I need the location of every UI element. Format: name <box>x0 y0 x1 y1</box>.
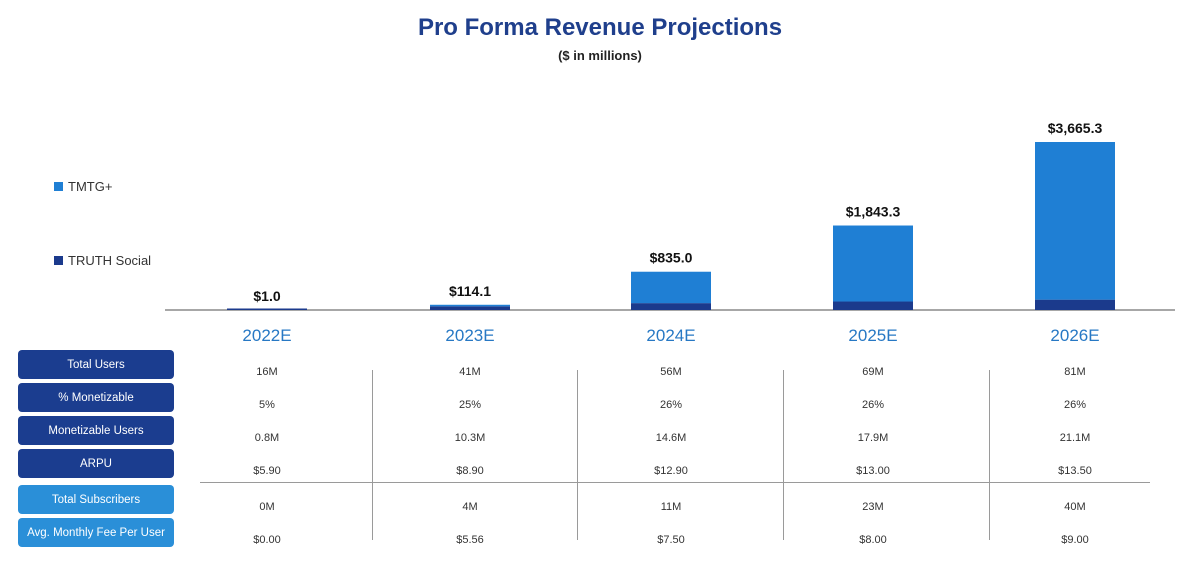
legend-swatch-truth-social <box>54 256 63 265</box>
chart-title: Pro Forma Revenue Projections <box>417 14 783 41</box>
table-cell: 25% <box>458 399 482 411</box>
total-label-2024e: $835.0 <box>650 250 693 266</box>
row-label-avg-monthly-fee-per-user: Avg. Monthly Fee Per User <box>18 518 174 547</box>
table-cell: 40M <box>1064 501 1086 513</box>
table-cell: 16M <box>256 366 278 378</box>
table-cell: 11M <box>660 501 682 513</box>
table-cell: $12.90 <box>654 465 688 477</box>
table-cell: 26% <box>1063 399 1087 411</box>
category-label-2026e: 2026E <box>1050 326 1099 345</box>
table-cell: $7.50 <box>657 534 685 546</box>
table-cell: $13.50 <box>1058 465 1092 477</box>
table-cell: $8.90 <box>456 465 484 477</box>
section-divider <box>200 482 1150 483</box>
table-cell: $13.00 <box>856 465 890 477</box>
table-cell: 26% <box>659 399 683 411</box>
table-cell: 0M <box>259 501 275 513</box>
table-cell: 0.8M <box>254 432 280 444</box>
table-cell: 81M <box>1064 366 1086 378</box>
table-cell: 21.1M <box>1059 432 1091 444</box>
table-cell: 56M <box>660 366 682 378</box>
table-cell: $5.56 <box>456 534 484 546</box>
total-label-2022e: $1.0 <box>253 288 280 304</box>
table-cell: 17.9M <box>857 432 889 444</box>
chart-subtitle: ($ in millions) <box>558 48 642 63</box>
table-cell: $8.00 <box>859 534 887 546</box>
column-divider <box>783 370 784 540</box>
bar-tmtg--2024e <box>631 271 711 304</box>
table-cell: $0.00 <box>253 534 281 546</box>
category-label-2022e: 2022E <box>242 326 291 345</box>
total-label-2026e: $3,665.3 <box>1048 120 1103 136</box>
legend-label-tmtg-plus: TMTG+ <box>68 179 113 194</box>
bar-tmtg--2023e <box>430 304 510 307</box>
bar-tmtg--2025e <box>833 225 913 302</box>
total-label-2025e: $1,843.3 <box>846 204 901 220</box>
table-cell: 14.6M <box>655 432 687 444</box>
bar-truth-social-2026e <box>1035 299 1115 310</box>
table-cell: 4M <box>462 501 478 513</box>
total-label-2023e: $114.1 <box>449 283 491 299</box>
category-label-2025e: 2025E <box>848 326 897 345</box>
table-cell: $9.00 <box>1061 534 1089 546</box>
row-label-monetizable-users: Monetizable Users <box>18 416 174 445</box>
column-divider <box>372 370 373 540</box>
bar-truth-social-2022e <box>227 308 307 310</box>
table-cell: $5.90 <box>253 465 281 477</box>
bar-tmtg--2026e <box>1035 142 1115 300</box>
table-cell: 69M <box>862 366 884 378</box>
bar-truth-social-2024e <box>631 303 711 310</box>
column-divider <box>989 370 990 540</box>
table-cell: 10.3M <box>454 432 486 444</box>
category-label-2024e: 2024E <box>646 326 695 345</box>
revenue-bar-chart: $1.0 2022E $114.1 2023E $835.0 2024E $1,843.3 2… <box>165 120 1175 345</box>
legend-item-tmtg-plus: TMTG+ <box>54 179 112 194</box>
table-cell: 41M <box>459 366 481 378</box>
row-label-total-users: Total Users <box>18 350 174 379</box>
category-label-2023e: 2023E <box>445 326 494 345</box>
legend-label-truth-social: TRUTH Social <box>68 253 152 268</box>
row-label-arpu: ARPU <box>18 449 174 478</box>
table-cell: 5% <box>259 399 275 411</box>
table-cell: 26% <box>861 399 885 411</box>
column-divider <box>577 370 578 540</box>
bar-truth-social-2023e <box>430 306 510 310</box>
row-label--monetizable: % Monetizable <box>18 383 174 412</box>
row-label-total-subscribers: Total Subscribers <box>18 485 174 514</box>
bar-truth-social-2025e <box>833 301 913 310</box>
legend-item-truth-social: TRUTH Social <box>54 253 151 268</box>
legend-swatch-tmtg-plus <box>54 182 63 191</box>
table-cell: 23M <box>862 501 884 513</box>
